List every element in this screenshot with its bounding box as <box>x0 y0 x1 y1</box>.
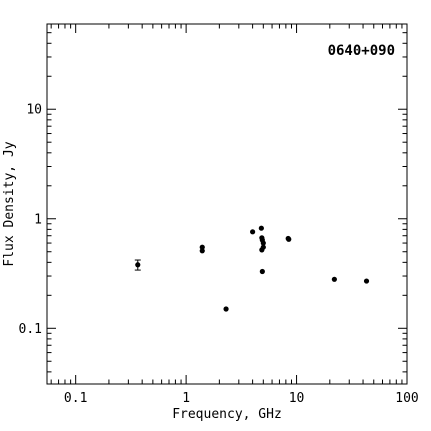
x-tick-label: 0.1 <box>64 391 87 406</box>
data-point <box>260 240 266 246</box>
y-tick-label: 1 <box>34 212 42 227</box>
data-point <box>135 262 141 268</box>
data-point <box>250 229 256 235</box>
data-point <box>223 306 229 312</box>
data-point <box>259 268 265 275</box>
plot-frame <box>46 23 408 385</box>
x-tick-label: 100 <box>395 391 418 406</box>
data-point <box>259 247 265 253</box>
x-tick-label: 1 <box>182 391 190 406</box>
data-point <box>363 278 370 284</box>
y-tick-label: 10 <box>26 103 42 118</box>
tick-labels: 0.1 1 10 100 0.1 1 10 <box>19 103 419 406</box>
data-point <box>258 225 264 231</box>
x-axis-label: Frequency, GHz <box>172 407 282 422</box>
y-tick-label: 0.1 <box>19 322 42 337</box>
x-tick-label: 10 <box>289 391 305 406</box>
data-point <box>199 248 205 254</box>
data-point <box>199 244 205 250</box>
chart-title: 0640+090 <box>328 43 395 59</box>
data-point <box>286 236 292 242</box>
y-axis-label: Flux Density, Jy <box>2 141 17 266</box>
axis-ticks <box>47 23 408 384</box>
data-points <box>134 225 370 312</box>
data-point <box>331 276 337 282</box>
